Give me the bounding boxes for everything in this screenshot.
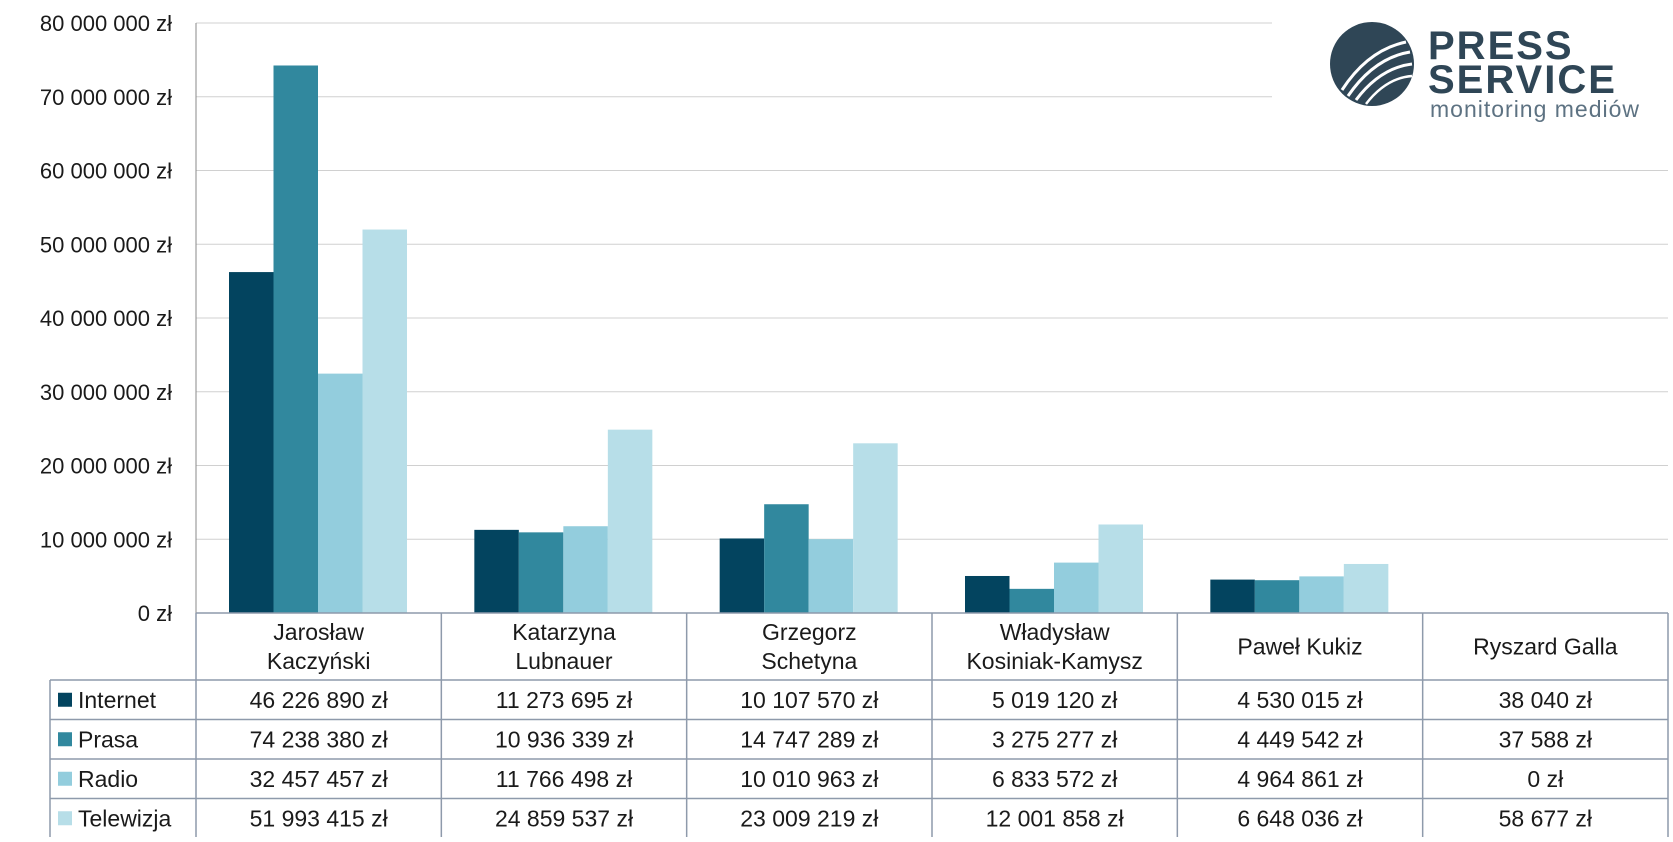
bar — [1299, 576, 1344, 613]
legend-swatch — [58, 772, 72, 786]
y-tick-label: 20 000 000 zł — [40, 454, 172, 479]
y-tick-label: 50 000 000 zł — [40, 232, 172, 257]
data-label: 4 964 861 zł — [1237, 766, 1362, 792]
legend-swatch — [58, 693, 72, 707]
data-label: 6 833 572 zł — [992, 766, 1117, 792]
bar — [809, 539, 854, 613]
bar — [318, 374, 363, 613]
data-label: 23 009 219 zł — [740, 805, 878, 831]
legend-swatch — [58, 811, 72, 825]
data-label: 10 107 570 zł — [740, 687, 878, 713]
data-label: 4 449 542 zł — [1237, 726, 1362, 752]
logo-swoosh-icon — [1328, 20, 1416, 108]
bar — [1344, 564, 1389, 613]
data-label: 58 677 zł — [1499, 805, 1592, 831]
legend-label: Internet — [78, 687, 157, 713]
data-label: 10 936 339 zł — [495, 726, 633, 752]
data-label: 51 993 415 zł — [250, 805, 388, 831]
data-label: 6 648 036 zł — [1237, 805, 1362, 831]
data-label: 10 010 963 zł — [740, 766, 878, 792]
y-tick-label: 60 000 000 zł — [40, 159, 172, 184]
data-label: 3 275 277 zł — [992, 726, 1117, 752]
bar — [474, 530, 519, 613]
legend-label: Telewizja — [78, 805, 172, 831]
category-label-line: Kaczyński — [267, 648, 371, 674]
y-axis-ticks: 0 zł 10 000 000 zł 20 000 000 zł 30 000 000… — [40, 11, 172, 626]
logo-line2: SERVICE — [1428, 60, 1617, 100]
data-label: 38 040 zł — [1499, 687, 1592, 713]
category-label: Paweł Kukiz — [1237, 634, 1362, 660]
category-label-line: Kosiniak-Kamysz — [966, 648, 1142, 674]
data-label: 0 zł — [1527, 766, 1563, 792]
data-label: 74 238 380 zł — [250, 726, 388, 752]
category-label-line: Katarzyna — [512, 619, 616, 645]
bar — [363, 230, 408, 613]
bar — [1255, 580, 1300, 613]
category-label-line: Lubnauer — [515, 648, 613, 674]
y-tick-label: 80 000 000 zł — [40, 11, 172, 36]
data-label: 11 766 498 zł — [496, 766, 632, 792]
bar — [965, 576, 1010, 613]
data-label: 5 019 120 zł — [992, 687, 1117, 713]
data-label: 32 457 457 zł — [250, 766, 388, 792]
data-label: 11 273 695 zł — [496, 687, 632, 713]
bar — [563, 526, 608, 613]
data-label: 4 530 015 zł — [1237, 687, 1362, 713]
y-tick-label: 10 000 000 zł — [40, 527, 172, 552]
data-label: 37 588 zł — [1499, 726, 1592, 752]
legend-label: Prasa — [78, 726, 138, 752]
data-table: Jarosław Kaczyński Katarzyna Lubnauer Grzego… — [50, 613, 1668, 837]
category-label: Ryszard Galla — [1473, 634, 1618, 660]
legend-swatch — [58, 732, 72, 746]
bar — [608, 430, 653, 613]
category-label-line: Jarosław — [273, 619, 364, 645]
y-tick-label: 30 000 000 zł — [40, 380, 172, 405]
bar — [1010, 589, 1055, 613]
category-label: Katarzyna Lubnauer — [512, 619, 616, 674]
category-label-line: Schetyna — [761, 648, 857, 674]
bars — [229, 65, 1634, 613]
bar — [1210, 580, 1255, 613]
bar — [853, 443, 898, 613]
category-label-line: Paweł Kukiz — [1237, 634, 1362, 660]
data-label: 14 747 289 zł — [740, 726, 878, 752]
category-label-line: Grzegorz — [762, 619, 857, 645]
y-tick-label: 40 000 000 zł — [40, 306, 172, 331]
bar — [519, 532, 564, 613]
press-service-logo: PRESS SERVICE monitoring mediów — [1328, 20, 1673, 120]
category-label: Jarosław Kaczyński — [267, 619, 371, 674]
y-tick-label: 0 zł — [138, 601, 172, 626]
bar — [229, 272, 274, 613]
logo-tagline: monitoring mediów — [1430, 98, 1640, 121]
data-label: 12 001 858 zł — [986, 805, 1124, 831]
category-label: Grzegorz Schetyna — [761, 619, 857, 674]
bar — [1054, 563, 1099, 613]
category-label-line: Ryszard Galla — [1473, 634, 1618, 660]
category-label: Władysław Kosiniak-Kamysz — [966, 619, 1142, 674]
bar — [274, 65, 319, 613]
data-label: 24 859 537 zł — [495, 805, 633, 831]
y-tick-label: 70 000 000 zł — [40, 85, 172, 110]
legend-label: Radio — [78, 766, 138, 792]
bar — [1099, 524, 1144, 613]
data-label: 46 226 890 zł — [250, 687, 388, 713]
category-label-line: Władysław — [1000, 619, 1110, 645]
bar — [720, 538, 765, 613]
bar — [764, 504, 809, 613]
